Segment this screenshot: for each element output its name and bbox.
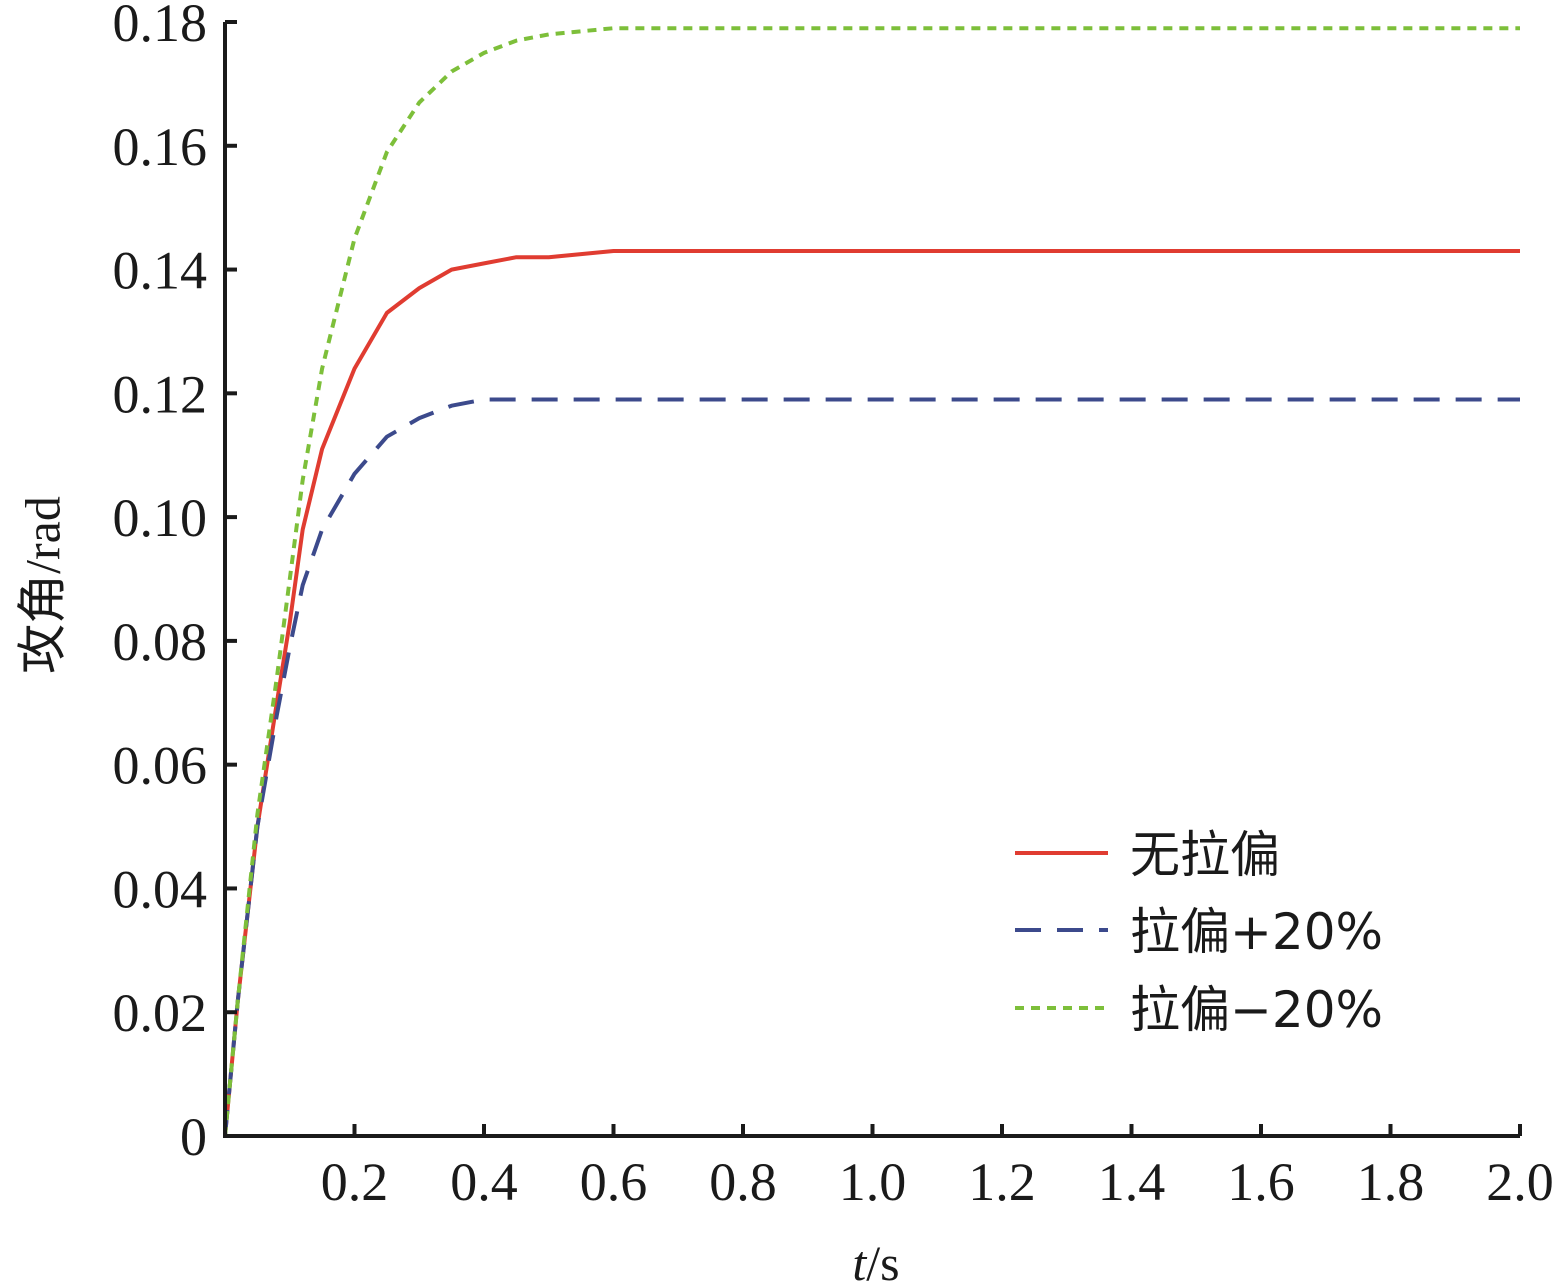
axes [223,22,1520,1138]
x-axis-label: t/s [852,1235,899,1283]
y-tick-label: 0.04 [113,859,208,919]
y-tick-label: 0.10 [113,488,208,548]
y-tick-label: 0.14 [113,241,208,301]
x-axis-label-unit: /s [866,1235,899,1283]
x-tick-label: 0.4 [450,1152,518,1212]
x-tick-label: 2.0 [1486,1152,1554,1212]
series-layer [223,26,1520,1137]
y-tick-label: 0.02 [113,983,208,1043]
y-tick-label: 0.08 [113,612,208,672]
x-tick-label: 1.6 [1227,1152,1295,1212]
legend-label-2: 拉偏−20% [1130,981,1383,1039]
x-tick-label: 0.6 [580,1152,648,1212]
x-tick-label: 0.2 [321,1152,389,1212]
y-tick-label: 0.16 [113,117,208,177]
x-tick-label: 1.8 [1357,1152,1425,1212]
legend-item-1: 拉偏+20% [1015,903,1383,961]
legend-item-2: 拉偏−20% [1015,981,1383,1039]
legend-label-0: 无拉偏 [1130,826,1280,884]
y-tick-label: 0 [180,1107,207,1167]
x-axis-label-var: t [852,1235,867,1283]
y-axis-label: 攻角/rad [14,496,70,674]
y-tick-label: 0.06 [113,736,208,796]
series-line-0 [223,249,1520,1137]
x-tick-label: 0.8 [709,1152,777,1212]
x-tick-label: 1.2 [968,1152,1036,1212]
legend: 无拉偏 拉偏+20% 拉偏−20% [1015,826,1383,1039]
series-line-1 [223,397,1520,1137]
legend-item-0: 无拉偏 [1015,826,1280,884]
y-tick-label: 0.12 [113,364,208,424]
x-tick-label: 1.0 [839,1152,907,1212]
legend-label-1: 拉偏+20% [1130,903,1383,961]
ticks: 0.2 0.4 0.6 0.8 1.0 1.2 1.4 1.6 1.8 2.0 0 0.02 0.04 0… [113,0,1554,1212]
series-line-2 [223,26,1520,1137]
x-tick-label: 1.4 [1098,1152,1166,1212]
y-tick-label: 0.18 [113,0,208,53]
